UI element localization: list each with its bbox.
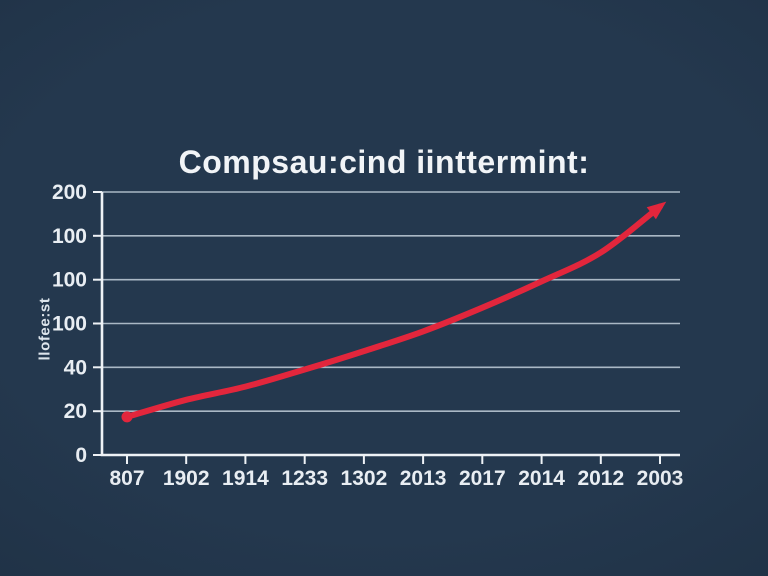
line-start-dot — [121, 411, 133, 423]
y-axis-tick-label: 40 — [64, 356, 87, 379]
x-axis-tick-label: 1302 — [341, 467, 388, 490]
x-axis-tick-label: 2012 — [577, 467, 624, 490]
line-end-arrowhead — [646, 201, 667, 220]
trend-line — [124, 203, 663, 420]
chart-title: Compsau:cind iinttermint: — [178, 144, 590, 180]
x-axis-tick-label: 1233 — [281, 467, 328, 490]
x-axis-tick-label: 2017 — [459, 467, 506, 490]
x-axis-tick-label: 2013 — [400, 467, 447, 490]
y-axis-tick-label: 20 — [64, 400, 87, 423]
y-axis-tick-label: 100 — [52, 225, 87, 248]
x-axis-tick-label: 1902 — [163, 467, 210, 490]
y-axis-tick-label: 200 — [52, 181, 87, 204]
x-axis-tick-label: 807 — [109, 467, 144, 490]
x-axis-tick-label: 2014 — [518, 467, 565, 490]
y-axis-tick-label: 100 — [52, 269, 87, 292]
y-axis-tick-label: 100 — [52, 313, 87, 336]
x-axis-tick-label: 2003 — [637, 467, 684, 490]
x-axis-tick-label: 1914 — [222, 467, 269, 490]
y-axis-tick-label: 0 — [75, 444, 87, 467]
